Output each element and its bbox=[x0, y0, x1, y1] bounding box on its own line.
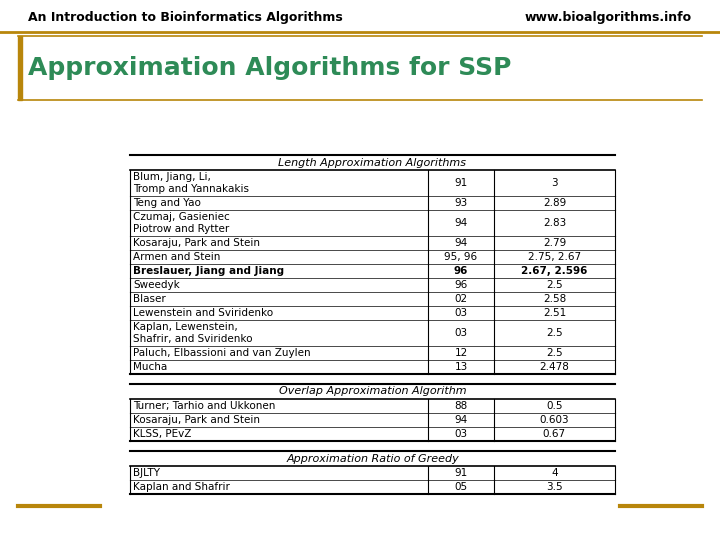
Bar bbox=[130, 480, 615, 494]
Text: 13: 13 bbox=[454, 362, 467, 372]
Text: 94: 94 bbox=[454, 415, 467, 425]
Bar bbox=[130, 278, 615, 292]
Text: 2.5: 2.5 bbox=[546, 328, 563, 338]
Text: Sweedyk: Sweedyk bbox=[133, 280, 180, 290]
Bar bbox=[130, 399, 615, 413]
Bar bbox=[130, 427, 615, 441]
Text: 3: 3 bbox=[551, 178, 558, 188]
Text: Mucha: Mucha bbox=[133, 362, 167, 372]
Text: www.bioalgorithms.info: www.bioalgorithms.info bbox=[525, 11, 692, 24]
Text: BJLTY: BJLTY bbox=[133, 468, 160, 478]
Text: 94: 94 bbox=[454, 218, 467, 228]
Text: Kosaraju, Park and Stein: Kosaraju, Park and Stein bbox=[133, 238, 260, 248]
Text: 2.67, 2.596: 2.67, 2.596 bbox=[521, 266, 588, 276]
Bar bbox=[130, 250, 615, 264]
Text: 0.5: 0.5 bbox=[546, 401, 562, 411]
Text: Length Approximation Algorithms: Length Approximation Algorithms bbox=[279, 158, 467, 167]
Text: 93: 93 bbox=[454, 198, 467, 208]
Text: 2.5: 2.5 bbox=[546, 348, 563, 358]
Text: 2.75, 2.67: 2.75, 2.67 bbox=[528, 252, 581, 262]
Text: Blum, Jiang, Li,
Tromp and Yannakakis: Blum, Jiang, Li, Tromp and Yannakakis bbox=[133, 172, 249, 194]
Text: 2.5: 2.5 bbox=[546, 280, 563, 290]
Text: 96: 96 bbox=[454, 280, 467, 290]
Text: 03: 03 bbox=[454, 328, 467, 338]
Text: Breslauer, Jiang and Jiang: Breslauer, Jiang and Jiang bbox=[133, 266, 284, 276]
Text: 88: 88 bbox=[454, 401, 467, 411]
Text: 0.67: 0.67 bbox=[543, 429, 566, 439]
Text: Paluch, Elbassioni and van Zuylen: Paluch, Elbassioni and van Zuylen bbox=[133, 348, 310, 358]
Text: 0.603: 0.603 bbox=[539, 415, 570, 425]
Bar bbox=[130, 466, 615, 480]
Text: 96: 96 bbox=[454, 266, 468, 276]
Text: 2.83: 2.83 bbox=[543, 218, 566, 228]
Text: Kaplan and Shafrir: Kaplan and Shafrir bbox=[133, 482, 230, 492]
Text: 03: 03 bbox=[454, 308, 467, 318]
Text: Armen and Stein: Armen and Stein bbox=[133, 252, 220, 262]
Text: Blaser: Blaser bbox=[133, 294, 166, 304]
Text: 95, 96: 95, 96 bbox=[444, 252, 477, 262]
Bar bbox=[130, 264, 615, 278]
Bar bbox=[130, 346, 615, 360]
Text: Turner; Tarhio and Ukkonen: Turner; Tarhio and Ukkonen bbox=[133, 401, 275, 411]
Bar bbox=[130, 360, 615, 374]
Text: 91: 91 bbox=[454, 178, 467, 188]
Text: 2.58: 2.58 bbox=[543, 294, 566, 304]
Text: 91: 91 bbox=[454, 468, 467, 478]
Bar bbox=[130, 320, 615, 346]
Text: An Introduction to Bioinformatics Algorithms: An Introduction to Bioinformatics Algori… bbox=[28, 11, 343, 24]
Bar bbox=[130, 236, 615, 250]
Bar bbox=[130, 155, 615, 170]
Text: 03: 03 bbox=[454, 429, 467, 439]
Text: 4: 4 bbox=[551, 468, 558, 478]
Bar bbox=[18, 36, 22, 100]
Text: Kosaraju, Park and Stein: Kosaraju, Park and Stein bbox=[133, 415, 260, 425]
Text: Czumaj, Gasieniec
Piotrow and Rytter: Czumaj, Gasieniec Piotrow and Rytter bbox=[133, 212, 230, 234]
Bar bbox=[130, 384, 615, 399]
Text: Approximation Algorithms for SSP: Approximation Algorithms for SSP bbox=[28, 56, 511, 80]
Text: Lewenstein and Sviridenko: Lewenstein and Sviridenko bbox=[133, 308, 273, 318]
Text: 02: 02 bbox=[454, 294, 467, 304]
Bar bbox=[130, 451, 615, 466]
Bar bbox=[130, 292, 615, 306]
Text: 2.89: 2.89 bbox=[543, 198, 566, 208]
Bar bbox=[130, 196, 615, 210]
Bar bbox=[130, 170, 615, 196]
Text: Overlap Approximation Algorithm: Overlap Approximation Algorithm bbox=[279, 387, 467, 396]
Bar bbox=[130, 306, 615, 320]
Text: 12: 12 bbox=[454, 348, 467, 358]
Bar bbox=[130, 413, 615, 427]
Text: Teng and Yao: Teng and Yao bbox=[133, 198, 201, 208]
Text: 94: 94 bbox=[454, 238, 467, 248]
Text: 2.478: 2.478 bbox=[539, 362, 570, 372]
Text: 2.51: 2.51 bbox=[543, 308, 566, 318]
Text: 3.5: 3.5 bbox=[546, 482, 563, 492]
Text: 05: 05 bbox=[454, 482, 467, 492]
Text: Kaplan, Lewenstein,
Shafrir, and Sviridenko: Kaplan, Lewenstein, Shafrir, and Sviride… bbox=[133, 322, 253, 344]
Text: Approximation Ratio of Greedy: Approximation Ratio of Greedy bbox=[286, 454, 459, 463]
Text: 2.79: 2.79 bbox=[543, 238, 566, 248]
Bar bbox=[130, 210, 615, 236]
Text: KLSS, PEvZ: KLSS, PEvZ bbox=[133, 429, 192, 439]
